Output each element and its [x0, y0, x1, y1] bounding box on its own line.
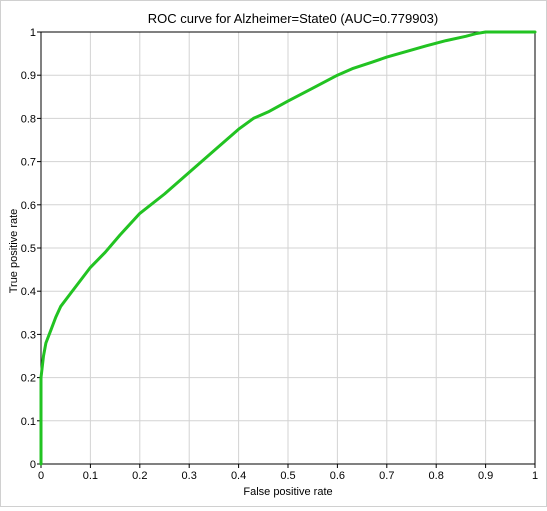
x-axis-label: False positive rate [243, 486, 332, 498]
y-tick-label: 0.2 [21, 373, 36, 385]
chart-title: ROC curve for Alzheimer=State0 (AUC=0.77… [148, 11, 438, 26]
x-tick-label: 0.9 [478, 470, 493, 482]
x-tick-label: 0.1 [83, 470, 98, 482]
x-tick-label: 0 [38, 470, 44, 482]
y-tick-label: 0.6 [21, 200, 36, 212]
y-tick-label: 0.8 [21, 113, 36, 125]
y-tick-label: 0.1 [21, 416, 36, 428]
x-tick-label: 0.4 [231, 470, 246, 482]
grid-lines [41, 32, 535, 464]
x-tick-label: 0.7 [379, 470, 394, 482]
axis-ticks: 0 0.1 0.2 0.3 0.4 0.5 0.6 0.7 0.8 0.9 1 0 0.1 0.2 0.3 0… [21, 27, 538, 482]
y-tick-label: 0.9 [21, 70, 36, 82]
y-axis-label: True positive rate [8, 209, 20, 294]
y-tick-label: 1 [30, 27, 36, 39]
y-tick-label: 0.3 [21, 329, 36, 341]
x-tick-label: 0.2 [132, 470, 147, 482]
y-tick-label: 0.7 [21, 157, 36, 169]
x-tick-label: 0.6 [330, 470, 345, 482]
y-tick-label: 0 [30, 459, 36, 471]
x-tick-label: 0.3 [182, 470, 197, 482]
y-tick-label: 0.5 [21, 243, 36, 255]
roc-curve-line [39, 30, 537, 466]
series-layer [39, 30, 537, 466]
x-tick-label: 1 [532, 470, 538, 482]
x-tick-label: 0.5 [280, 470, 295, 482]
y-tick-label: 0.4 [21, 286, 36, 298]
x-tick-label: 0.8 [429, 470, 444, 482]
